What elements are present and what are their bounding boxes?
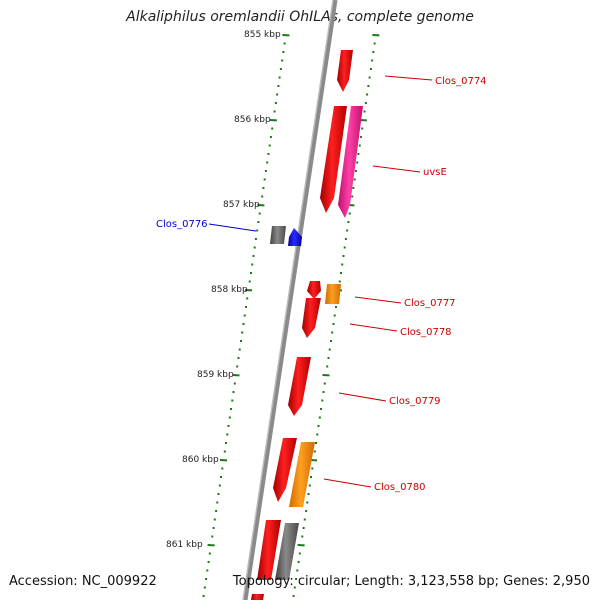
gene-labels: Clos_0774 uvsE Clos_0776 Clos_0777 Clos_… [156,76,487,493]
left-tick-track [202,34,290,597]
gene-clos-0776-blue-arrow[interactable] [288,228,302,246]
gene-clos-0774-arrow[interactable] [337,50,353,92]
kbp-label-859: 859 kbp [197,370,234,380]
gene-clos-0779-arrow[interactable] [288,357,311,416]
gene-label-clos-0780[interactable]: Clos_0780 [374,482,426,493]
gene-clos-0780-red-arrow[interactable] [273,438,297,502]
kbp-label-860: 860 kbp [182,455,219,465]
gene-clos-0778-arrow[interactable] [302,298,321,338]
gene-clos-0781-gray-block[interactable] [275,523,299,580]
gene-clos-0782-red-block[interactable] [251,594,264,600]
kbp-label-858: 858 kbp [211,285,248,295]
genome-backbone [242,0,338,600]
genome-stats-text: Topology: circular; Length: 3,123,558 bp… [232,574,590,589]
gene-clos-0780-orange-block[interactable] [289,442,315,507]
gene-features [251,50,363,600]
gene-label-clos-0774[interactable]: Clos_0774 [435,76,487,87]
gene-label-clos-0776[interactable]: Clos_0776 [156,219,208,230]
gene-uvse-arrow[interactable] [338,106,363,218]
kbp-label-855: 855 kbp [244,30,281,40]
gene-label-clos-0777[interactable]: Clos_0777 [404,298,456,309]
gene-clos-0775-arrow[interactable] [320,106,347,213]
label-leaders [208,75,433,488]
kbp-labels: 855 kbp 856 kbp 857 kbp 858 kbp 859 kbp … [166,30,281,550]
gene-label-clos-0778[interactable]: Clos_0778 [400,327,452,338]
gene-clos-0781-red-arrow[interactable] [257,520,281,580]
gene-label-uvse[interactable]: uvsE [423,167,447,178]
gene-clos-0777-arrow-a[interactable] [307,281,321,299]
kbp-label-856: 856 kbp [234,115,271,125]
gene-clos-0777-orange-block[interactable] [325,284,341,304]
accession-text: Accession: NC_009922 [9,574,157,589]
gene-clos-0776-gray-block[interactable] [270,226,286,244]
gene-label-clos-0779[interactable]: Clos_0779 [389,396,441,407]
kbp-label-857: 857 kbp [223,200,260,210]
kbp-label-861: 861 kbp [166,540,203,550]
right-tick-track [292,34,380,597]
map-title: Alkaliphilus oremlandii OhILAs, complete… [126,9,474,25]
